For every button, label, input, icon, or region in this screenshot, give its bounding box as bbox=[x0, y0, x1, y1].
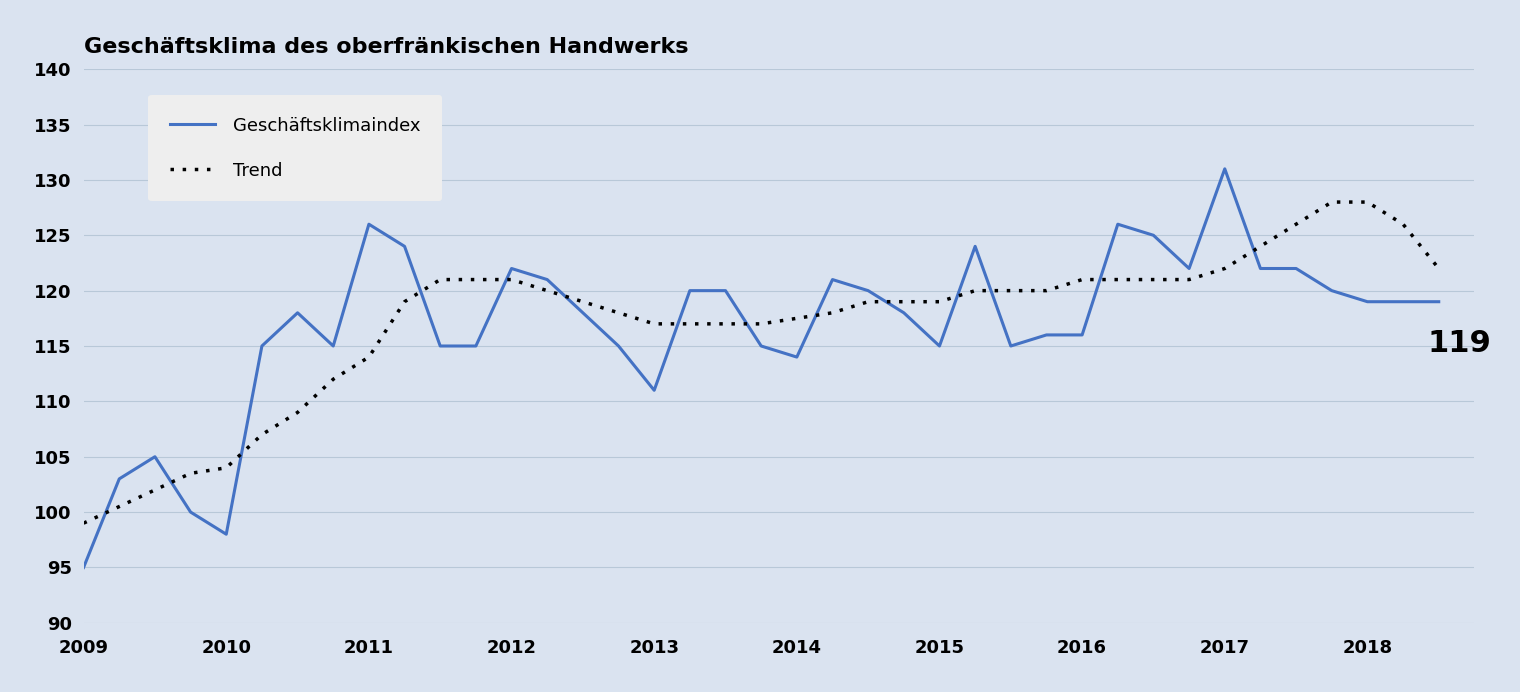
Text: 119: 119 bbox=[1427, 329, 1491, 358]
Legend: Geschäftsklimaindex, Trend: Geschäftsklimaindex, Trend bbox=[149, 95, 442, 201]
Text: Geschäftsklima des oberfränkischen Handwerks: Geschäftsklima des oberfränkischen Handw… bbox=[84, 37, 689, 57]
